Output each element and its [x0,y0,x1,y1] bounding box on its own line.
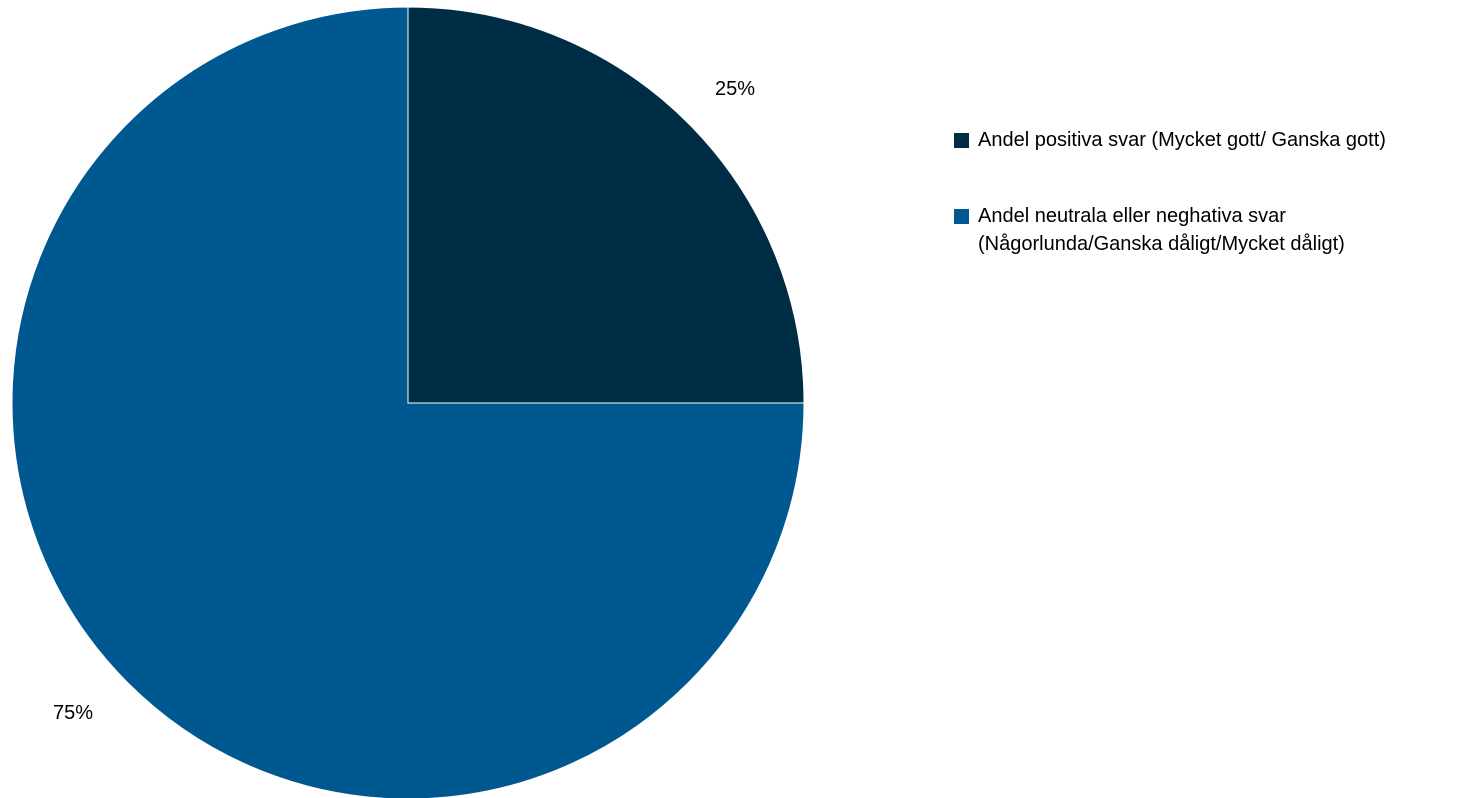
legend-item-neutral-negative: Andel neutrala eller neghativa svar (Någ… [954,202,1454,258]
pie-slices [11,6,805,798]
pie-data-labels: 25% 75% [53,78,755,724]
legend-swatch-neutral-negative [954,209,969,224]
legend-label-neutral-negative: Andel neutrala eller neghativa svar (Någ… [978,205,1345,255]
data-label-0: 25% [715,78,755,100]
legend-label-positive: Andel positiva svar (Mycket gott/ Ganska… [978,129,1386,151]
legend: Andel positiva svar (Mycket gott/ Ganska… [954,126,1454,306]
data-label-1: 75% [53,702,93,724]
pie-slice-1 [11,6,805,798]
legend-swatch-positive [954,133,969,148]
pie-slice-0 [407,6,805,404]
legend-item-positive: Andel positiva svar (Mycket gott/ Ganska… [954,126,1454,154]
